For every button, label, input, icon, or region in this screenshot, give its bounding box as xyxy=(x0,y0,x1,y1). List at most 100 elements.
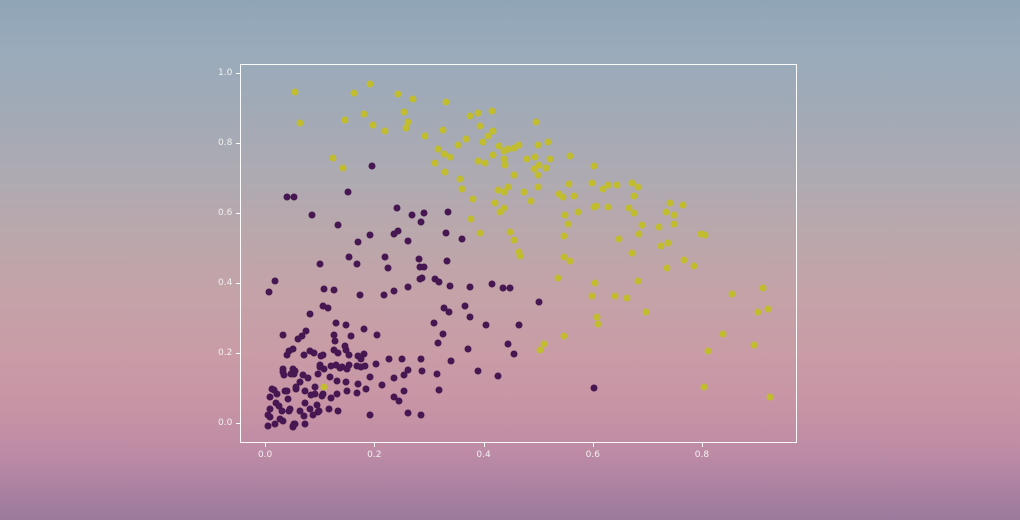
scatter-point-cluster-yellow xyxy=(434,145,442,153)
scatter-point-cluster-purple xyxy=(319,302,327,310)
scatter-point-cluster-purple xyxy=(393,204,401,212)
scatter-point-cluster-purple xyxy=(289,422,297,430)
scatter-point-cluster-yellow xyxy=(320,383,328,391)
y-axis-tick-label: 1.0 xyxy=(218,68,233,79)
scatter-point-cluster-purple xyxy=(301,387,309,395)
scatter-point-cluster-purple xyxy=(334,407,342,415)
scatter-point-cluster-purple xyxy=(343,365,351,373)
scatter-point-cluster-purple xyxy=(361,362,369,370)
scatter-point-cluster-yellow xyxy=(474,109,482,117)
scatter-point-cluster-purple xyxy=(318,392,326,400)
scatter-point-cluster-purple xyxy=(394,227,402,235)
x-axis-tick xyxy=(592,443,594,447)
scatter-point-cluster-yellow xyxy=(481,159,489,167)
scatter-point-cluster-purple xyxy=(331,337,339,345)
scatter-point-cluster-yellow xyxy=(510,236,518,244)
scatter-point-cluster-purple xyxy=(316,260,324,268)
scatter-point-cluster-purple xyxy=(333,377,341,385)
scatter-point-cluster-yellow xyxy=(500,155,508,163)
scatter-point-cluster-purple xyxy=(299,371,307,379)
scatter-point-cluster-purple xyxy=(279,331,287,339)
scatter-point-cluster-yellow xyxy=(635,230,643,238)
scatter-point-cluster-purple xyxy=(287,370,295,378)
scatter-point-cluster-purple xyxy=(390,287,398,295)
scatter-point-cluster-purple xyxy=(404,237,412,245)
scatter-point-cluster-yellow xyxy=(634,183,642,191)
scatter-point-cluster-yellow xyxy=(446,153,454,161)
scatter-point-cluster-purple xyxy=(420,263,428,271)
scatter-point-cluster-yellow xyxy=(366,80,374,88)
scatter-point-cluster-purple xyxy=(385,355,393,363)
scatter-point-cluster-yellow xyxy=(441,168,449,176)
scatter-point-cluster-purple xyxy=(273,390,281,398)
scatter-point-cluster-purple xyxy=(279,365,287,373)
scatter-point-cluster-purple xyxy=(276,415,284,423)
scatter-point-cluster-yellow xyxy=(510,171,518,179)
scatter-point-cluster-purple xyxy=(291,367,299,375)
scatter-point-cluster-purple xyxy=(308,211,316,219)
scatter-point-cluster-yellow xyxy=(680,256,688,264)
scatter-point-cluster-purple xyxy=(309,411,317,419)
scatter-point-cluster-yellow xyxy=(590,162,598,170)
scatter-point-cluster-yellow xyxy=(664,239,672,247)
scatter-point-cluster-yellow xyxy=(442,98,450,106)
scatter-point-cluster-purple xyxy=(435,278,443,286)
scatter-point-cluster-yellow xyxy=(520,188,528,196)
scatter-point-cluster-yellow xyxy=(593,313,601,321)
scatter-point-cluster-purple xyxy=(327,394,335,402)
scatter-point-cluster-purple xyxy=(278,407,286,415)
scatter-point-cluster-purple xyxy=(342,346,350,354)
scatter-point-cluster-yellow xyxy=(540,340,548,348)
scatter-point-cluster-yellow xyxy=(697,230,705,238)
scatter-point-cluster-yellow xyxy=(339,164,347,172)
scatter-point-cluster-purple xyxy=(300,412,308,420)
scatter-point-cluster-purple xyxy=(416,275,424,283)
scatter-point-cluster-purple xyxy=(336,364,344,372)
scatter-point-cluster-purple xyxy=(283,351,291,359)
scatter-point-cluster-yellow xyxy=(764,305,772,313)
scatter-point-cluster-yellow xyxy=(642,308,650,316)
scatter-point-cluster-yellow xyxy=(466,112,474,120)
scatter-point-cluster-purple xyxy=(345,361,353,369)
scatter-point-cluster-purple xyxy=(390,393,398,401)
x-axis-tick-label: 0.2 xyxy=(367,450,382,460)
scatter-point-cluster-yellow xyxy=(476,229,484,237)
scatter-point-cluster-yellow xyxy=(750,341,758,349)
scatter-point-cluster-purple xyxy=(482,321,490,329)
scatter-point-cluster-yellow xyxy=(623,294,631,302)
scatter-point-cluster-purple xyxy=(380,291,388,299)
scatter-point-cluster-purple xyxy=(334,349,342,357)
scatter-point-cluster-purple xyxy=(311,383,319,391)
scatter-point-cluster-purple xyxy=(345,253,353,261)
scatter-point-cluster-yellow xyxy=(565,180,573,188)
scatter-point-cluster-purple xyxy=(366,411,374,419)
scatter-point-cluster-purple xyxy=(494,372,502,380)
scatter-point-cluster-yellow xyxy=(759,284,767,292)
scatter-point-cluster-yellow xyxy=(700,383,708,391)
scatter-point-cluster-purple xyxy=(266,405,274,413)
scatter-point-cluster-yellow xyxy=(560,332,568,340)
scatter-point-cluster-purple xyxy=(420,209,428,217)
scatter-point-cluster-yellow xyxy=(544,138,552,146)
scatter-point-cluster-purple xyxy=(510,350,518,358)
scatter-point-cluster-purple xyxy=(360,325,368,333)
scatter-point-cluster-purple xyxy=(284,395,292,403)
scatter-point-cluster-yellow xyxy=(462,135,470,143)
scatter-point-cluster-yellow xyxy=(662,208,670,216)
scatter-point-cluster-purple xyxy=(366,231,374,239)
scatter-point-cluster-purple xyxy=(334,221,342,229)
scatter-point-cluster-purple xyxy=(395,397,403,405)
scatter-point-cluster-purple xyxy=(320,365,328,373)
y-axis-tick xyxy=(236,283,240,285)
scatter-point-cluster-yellow xyxy=(628,179,636,187)
y-axis-tick xyxy=(236,213,240,215)
scatter-point-cluster-purple xyxy=(268,385,276,393)
x-axis-tick-label: 0.6 xyxy=(585,450,600,460)
scatter-point-cluster-yellow xyxy=(574,208,582,216)
scatter-point-cluster-yellow xyxy=(638,221,646,229)
scatter-point-cluster-yellow xyxy=(630,192,638,200)
scatter-point-cluster-purple xyxy=(356,291,364,299)
scatter-point-cluster-purple xyxy=(362,385,370,393)
scatter-point-cluster-yellow xyxy=(546,155,554,163)
